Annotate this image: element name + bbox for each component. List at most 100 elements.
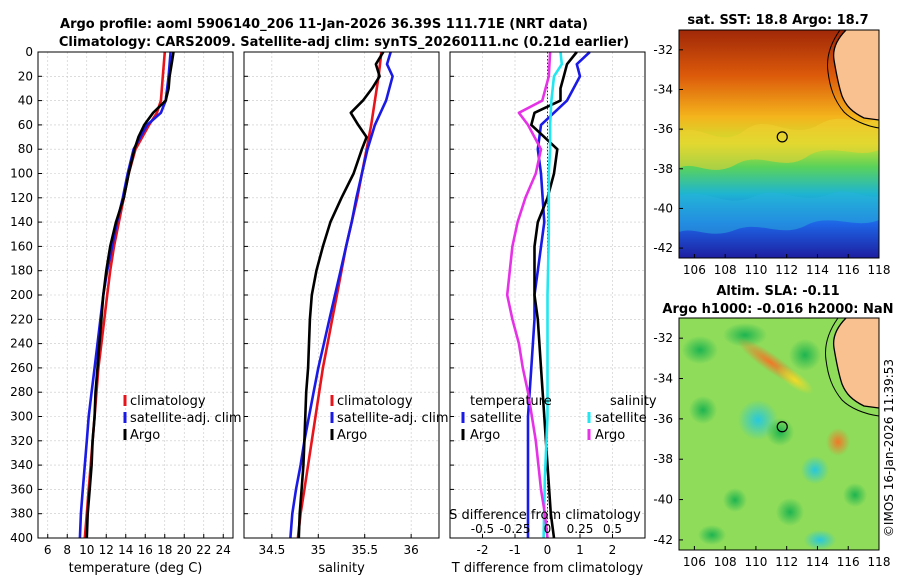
plot-frame xyxy=(243,51,440,539)
y-tick-label: 360 xyxy=(10,482,33,496)
x-tick-label: 1 xyxy=(576,543,584,557)
sst-map-ticks: 106 108 110 112 114 116 118 -32 -34 -36 -38 -40 -42 xyxy=(653,43,890,277)
y-tick-label: 20 xyxy=(18,69,33,83)
y-tick-label: 120 xyxy=(10,191,33,205)
sst-coastline xyxy=(832,30,879,121)
map-y-tick-label: -32 xyxy=(653,331,673,345)
series-line-t-argo xyxy=(529,51,578,539)
map-x-tick-label: 116 xyxy=(837,555,860,569)
x-tick-label: 35.5 xyxy=(351,543,378,557)
sla-blob xyxy=(843,483,867,507)
series-line-s-argo xyxy=(505,51,552,539)
map-x-tick-label: 106 xyxy=(683,263,706,277)
sla-map-ticks: 106 108 110 112 114 116 118 -32 -34 -36 -38 -40 -42 xyxy=(653,331,890,569)
map-x-tick-label: 110 xyxy=(744,263,767,277)
plot-frame xyxy=(449,51,646,539)
legend-label-s-argo: Argo xyxy=(595,428,625,443)
sla-blob xyxy=(776,365,814,395)
y-tick-label: 260 xyxy=(10,361,33,375)
map-y-tick-label: -34 xyxy=(653,372,673,386)
map-x-tick-label: 106 xyxy=(683,555,706,569)
x-axis-label: salinity xyxy=(318,561,365,576)
x-tick-label: 8 xyxy=(63,543,71,557)
sst-map: 106 108 110 112 114 116 118 -32 -34 -36 -38 -40 -42 xyxy=(653,29,890,277)
legend-label-climatology: climatology xyxy=(337,394,413,409)
title-line-1: Argo profile: aoml 5906140_206 11-Jan-20… xyxy=(60,17,588,32)
legend-label-argo: Argo xyxy=(337,428,367,443)
sla-blob xyxy=(826,428,850,456)
s-axis-tick-label: -0.25 xyxy=(499,522,530,536)
s-axis-tick-label: 0 xyxy=(544,522,552,536)
map-x-tick-label: 118 xyxy=(868,555,891,569)
sla-map-frame xyxy=(678,317,880,551)
x-tick-label: 36 xyxy=(404,543,419,557)
sst-depth-contour xyxy=(827,30,879,129)
map-x-tick-label: 108 xyxy=(714,263,737,277)
legend-label-t-satellite: satellite xyxy=(470,411,522,426)
sla-blob xyxy=(698,525,726,545)
x-tick-label: 10 xyxy=(79,543,94,557)
sst-map-title: sat. SST: 18.8 Argo: 18.7 xyxy=(687,13,868,28)
map-y-tick-label: -36 xyxy=(653,122,673,136)
difference-legend: temperature salinity satellite Argo sate… xyxy=(461,394,657,443)
x-tick-label: 24 xyxy=(216,543,231,557)
x-tick-label: 22 xyxy=(196,543,211,557)
map-x-tick-label: 110 xyxy=(744,555,767,569)
sla-coastline xyxy=(832,318,879,409)
y-tick-label: 320 xyxy=(10,434,33,448)
sla-depth-contour xyxy=(825,318,879,417)
series-line-s-satellite xyxy=(542,51,564,539)
x-tick-label: 34.5 xyxy=(258,543,285,557)
sst-map-frame xyxy=(678,29,880,259)
sst-argo-marker xyxy=(776,131,788,143)
temperature-panel: 6 8 10 12 14 16 18 20 22 240204060801001201401601… xyxy=(10,45,234,576)
map-y-tick-label: -34 xyxy=(653,82,673,96)
series-line-t-satellite xyxy=(526,51,591,538)
salinity-panel: 34.5 35 35.5 36 salinity xyxy=(243,51,440,576)
legend-label-s-satellite: satellite xyxy=(595,411,647,426)
y-tick-label: 60 xyxy=(18,118,33,132)
map-x-tick-label: 116 xyxy=(837,263,860,277)
sla-map-title: Altim. SLA: -0.11 xyxy=(716,284,839,299)
sla-argo-marker xyxy=(776,421,788,433)
y-tick-label: 220 xyxy=(10,312,33,326)
y-tick-label: 280 xyxy=(10,385,33,399)
map-x-tick-label: 112 xyxy=(775,555,798,569)
sla-blob xyxy=(682,336,718,364)
series-line-climatology xyxy=(83,51,167,539)
x-tick-label: 14 xyxy=(118,543,133,557)
y-tick-label: 80 xyxy=(18,142,33,156)
y-tick-label: 300 xyxy=(10,410,33,424)
legend-label-satellite: satellite-adj. clim xyxy=(130,411,242,426)
map-y-tick-label: -38 xyxy=(653,452,673,466)
x-tick-label: -1 xyxy=(509,543,521,557)
x-tick-label: 2 xyxy=(609,543,617,557)
map-y-tick-label: -42 xyxy=(653,241,673,255)
sla-blob xyxy=(776,498,804,526)
map-x-tick-label: 114 xyxy=(806,555,829,569)
s-axis-tick-label: -0.5 xyxy=(471,522,494,536)
series-line-argo xyxy=(297,51,385,539)
sla-blob xyxy=(689,396,717,424)
difference-panel: -2 -1 0 1 2 T difference from climatology -0.5… xyxy=(449,51,646,576)
legend-label-satellite: satellite-adj. clim xyxy=(337,411,449,426)
series-line-climatology xyxy=(296,51,383,539)
map-x-tick-label: 114 xyxy=(806,263,829,277)
x-tick-label: 6 xyxy=(44,543,52,557)
x-tick-label: 0 xyxy=(544,543,552,557)
sst-land xyxy=(833,30,879,120)
y-tick-label: 180 xyxy=(10,264,33,278)
map-y-tick-label: -36 xyxy=(653,412,673,426)
sla-blob xyxy=(801,456,829,484)
series-line-satellite-adj-clim xyxy=(78,51,172,539)
x-tick-label: 35 xyxy=(311,543,326,557)
y-tick-label: 40 xyxy=(18,94,33,108)
sla-land xyxy=(833,318,879,408)
y-tick-label: 100 xyxy=(10,167,33,181)
y-tick-label: 0 xyxy=(25,45,33,59)
legend-header-temperature: temperature xyxy=(470,394,552,409)
legend-label-climatology: climatology xyxy=(130,394,206,409)
y-tick-label: 200 xyxy=(10,288,33,302)
legend-label-argo: Argo xyxy=(130,428,160,443)
